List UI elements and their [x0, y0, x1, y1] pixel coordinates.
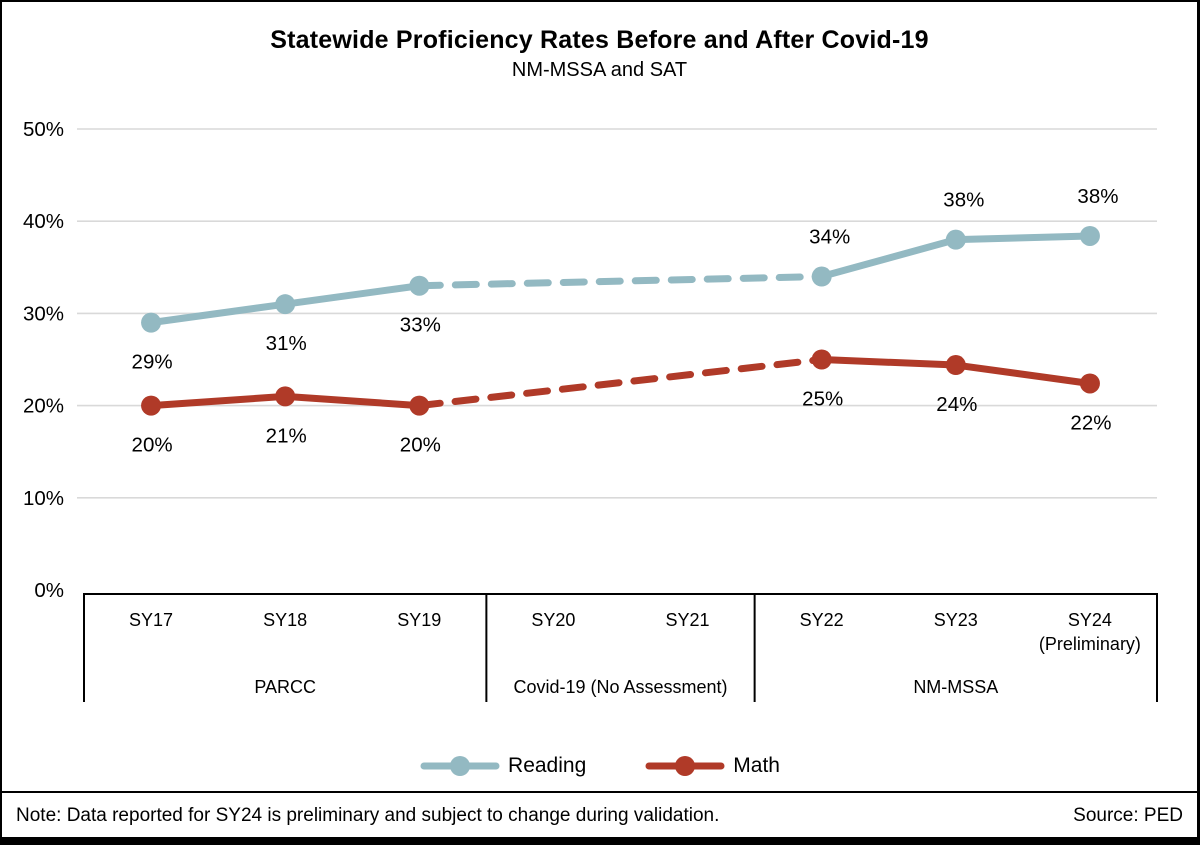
reading-data-point-marker — [275, 294, 296, 315]
math-data-point-marker — [811, 349, 832, 370]
x-axis-group-label: PARCC — [254, 677, 316, 697]
legend-label-math: Math — [733, 754, 780, 777]
x-axis-category-label: SY21 — [666, 610, 710, 630]
legend-item-reading: Reading — [419, 753, 586, 779]
math-data-point-marker — [409, 395, 430, 416]
reading-data-point-marker — [409, 275, 430, 296]
math-data-label: 20% — [400, 434, 441, 457]
math-data-label: 22% — [1070, 411, 1111, 434]
x-axis-category-label: SY17 — [129, 610, 173, 630]
legend-label-reading: Reading — [508, 754, 587, 777]
reading-data-point-marker — [1079, 225, 1100, 246]
reading-line-swatch-icon — [420, 756, 500, 776]
reading-data-label: 33% — [400, 314, 441, 337]
math-data-label: 24% — [936, 393, 977, 416]
reading-data-label: 38% — [943, 189, 984, 212]
x-axis-category-label: SY23 — [934, 610, 978, 630]
chart-subtitle: NM-MSSA and SAT — [511, 59, 688, 81]
note-text: Note: Data reported for SY24 is prelimin… — [16, 805, 720, 826]
reading-line-dashed — [415, 273, 826, 290]
math-line-dashed — [415, 356, 826, 410]
x-axis-category-label: SY22 — [800, 610, 844, 630]
x-axis-group-label: NM-MSSA — [913, 677, 998, 697]
source-text: Source: PED — [1073, 805, 1183, 826]
line-chart: 0% 10% 20% 30% 40% 50% SY17 SY18 SY19 SY20 SY21 SY2… — [23, 118, 1158, 702]
y-axis-tick-label: 30% — [23, 302, 64, 325]
x-axis-group-label: Covid-19 (No Assessment) — [513, 677, 727, 697]
reading-data-label: 34% — [809, 226, 850, 249]
y-axis-tick-label: 10% — [23, 487, 64, 510]
math-data-label: 21% — [266, 424, 307, 447]
reading-data-point-marker — [945, 229, 966, 250]
y-axis-tick-label: 50% — [23, 118, 64, 141]
x-axis-category-label: SY20 — [531, 610, 575, 630]
x-axis-category-label: SY18 — [263, 610, 307, 630]
y-axis-tick-label: 40% — [23, 210, 64, 233]
legend: Reading Math — [2, 746, 1197, 786]
reading-data-label: 38% — [1077, 185, 1118, 208]
reading-data-label: 31% — [266, 332, 307, 355]
reading-data-point-marker — [811, 266, 832, 287]
page-title: Statewide Proficiency Rates Before and A… — [270, 26, 929, 54]
math-data-label: 20% — [132, 434, 173, 457]
math-data-label: 25% — [802, 388, 843, 411]
x-axis-category-sublabel: (Preliminary) — [1039, 634, 1141, 654]
math-data-point-marker — [945, 355, 966, 376]
y-axis-tick-label: 0% — [34, 579, 64, 602]
x-axis-category-label: SY19 — [397, 610, 441, 630]
math-data-point-marker — [1079, 373, 1100, 394]
note-bar: Note: Data reported for SY24 is prelimin… — [2, 791, 1197, 837]
math-line-swatch-icon — [645, 756, 725, 776]
x-axis-category-label: SY24 — [1068, 610, 1112, 630]
reading-data-point-marker — [141, 312, 162, 333]
legend-item-math: Math — [644, 753, 780, 779]
math-data-point-marker — [141, 395, 162, 416]
y-axis-tick-label: 20% — [23, 395, 64, 418]
reading-data-label: 29% — [132, 351, 173, 374]
math-data-point-marker — [275, 386, 296, 407]
